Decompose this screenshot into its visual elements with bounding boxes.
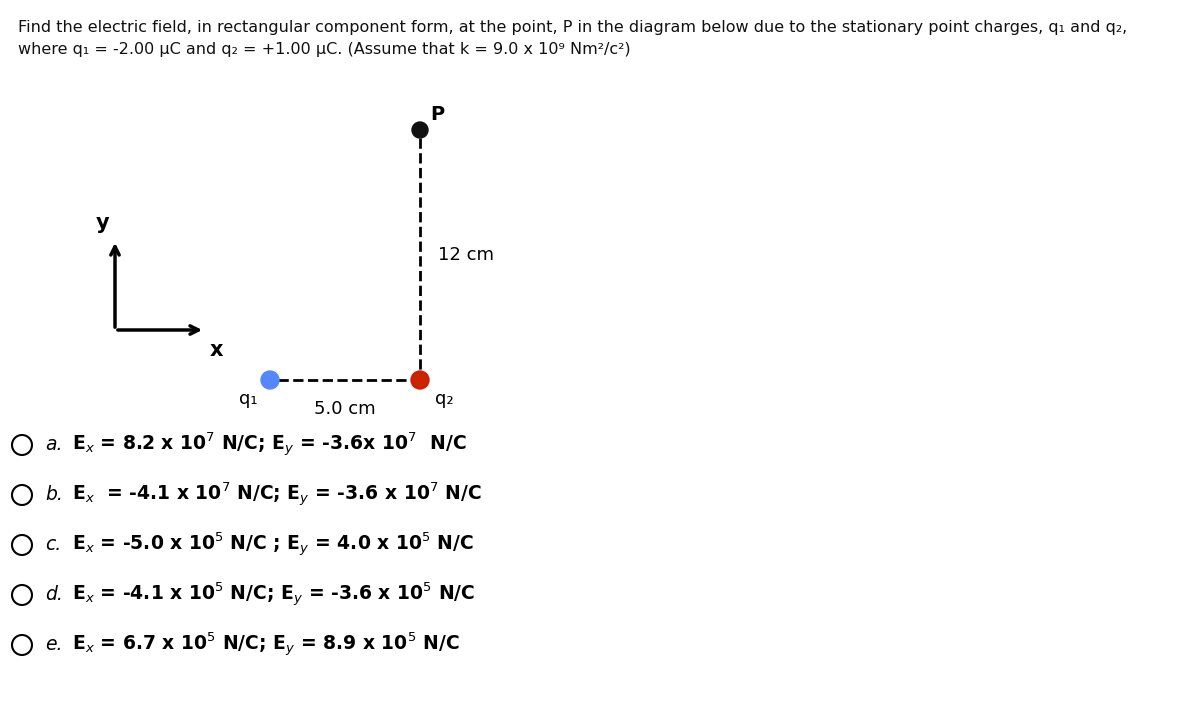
Circle shape [412, 122, 428, 138]
Text: Find the electric field, in rectangular component form, at the point, P in the d: Find the electric field, in rectangular … [18, 20, 1127, 35]
Text: x: x [210, 340, 223, 360]
Text: c.: c. [46, 536, 61, 554]
Circle shape [410, 371, 430, 389]
Text: E$_{x}$ = -5.0 x 10$^{5}$ N/C ; E$_{y}$ = 4.0 x 10$^{5}$ N/C: E$_{x}$ = -5.0 x 10$^{5}$ N/C ; E$_{y}$ … [72, 531, 474, 559]
Text: P: P [430, 105, 444, 124]
Text: E$_{x}$ = 6.7 x 10$^{5}$ N/C; E$_{y}$ = 8.9 x 10$^{5}$ N/C: E$_{x}$ = 6.7 x 10$^{5}$ N/C; E$_{y}$ = … [72, 631, 460, 659]
Text: y: y [96, 213, 110, 233]
Text: b.: b. [46, 485, 62, 505]
Text: E$_{x}$ = 8.2 x 10$^{7}$ N/C; E$_{y}$ = -3.6x 10$^{7}$  N/C: E$_{x}$ = 8.2 x 10$^{7}$ N/C; E$_{y}$ = … [72, 431, 467, 459]
Text: 12 cm: 12 cm [438, 246, 494, 264]
Text: q₂: q₂ [434, 390, 454, 408]
Text: E$_{x}$  = -4.1 x 10$^{7}$ N/C; E$_{y}$ = -3.6 x 10$^{7}$ N/C: E$_{x}$ = -4.1 x 10$^{7}$ N/C; E$_{y}$ =… [72, 481, 481, 509]
Text: where q₁ = -2.00 μC and q₂ = +1.00 μC. (Assume that k = 9.0 x 10⁹ Nm²/c²): where q₁ = -2.00 μC and q₂ = +1.00 μC. (… [18, 42, 631, 57]
Text: a.: a. [46, 436, 62, 454]
Text: E$_{x}$ = -4.1 x 10$^{5}$ N/C; E$_{y}$ = -3.6 x 10$^{5}$ N/C: E$_{x}$ = -4.1 x 10$^{5}$ N/C; E$_{y}$ =… [72, 581, 475, 609]
Text: 5.0 cm: 5.0 cm [314, 400, 376, 418]
Text: e.: e. [46, 636, 62, 654]
Text: d.: d. [46, 585, 62, 605]
Text: q₁: q₁ [239, 390, 257, 408]
Circle shape [262, 371, 278, 389]
